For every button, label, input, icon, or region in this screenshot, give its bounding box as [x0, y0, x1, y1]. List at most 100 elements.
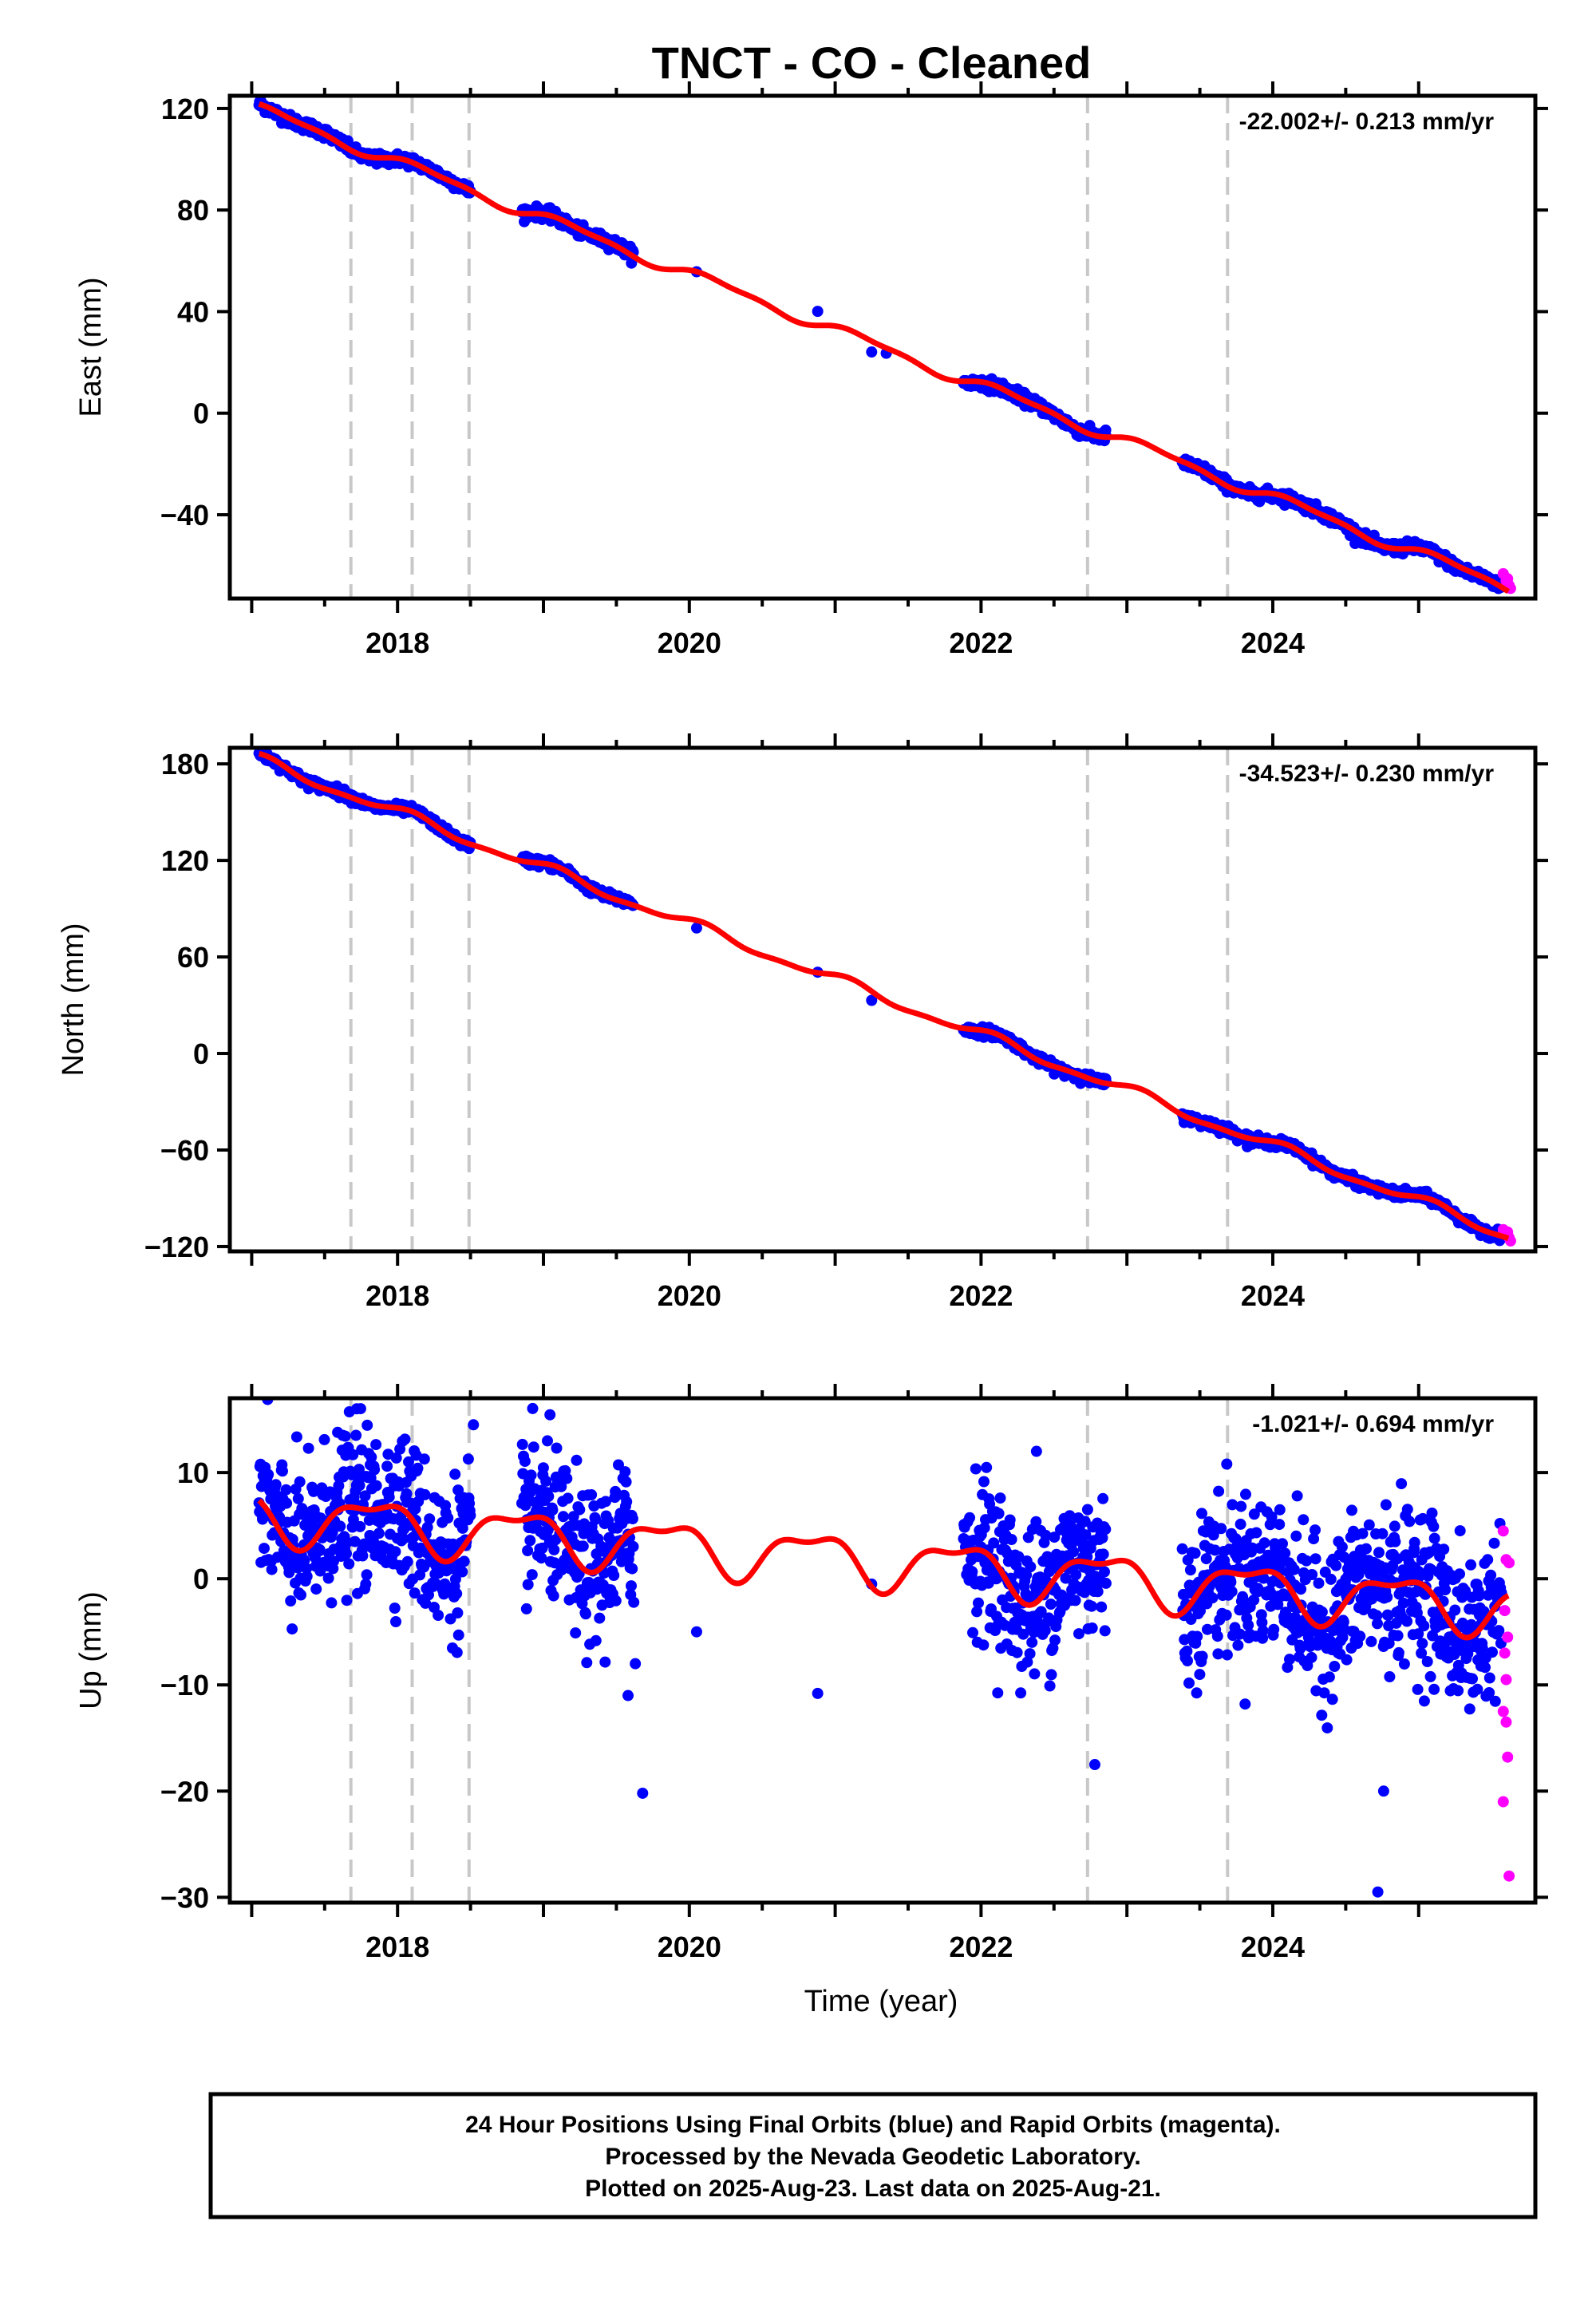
data-point [1454, 1525, 1466, 1537]
data-point [1373, 1547, 1385, 1559]
data-point [292, 1492, 304, 1504]
x-tick-label: 2018 [365, 626, 429, 659]
velocity-label: -1.021+/- 0.694 mm/yr [1252, 1411, 1494, 1437]
data-point [1274, 1504, 1286, 1516]
data-point [1240, 1488, 1251, 1500]
data-point [690, 1626, 702, 1638]
data-point [1100, 1524, 1112, 1535]
footer-line-2: Processed by the Nevada Geodetic Laborat… [605, 2144, 1140, 2170]
data-point [326, 1597, 338, 1609]
data-point [1389, 1535, 1401, 1547]
data-point [1336, 1541, 1348, 1553]
data-point [1049, 1634, 1061, 1646]
data-point [1239, 1698, 1251, 1710]
data-point [302, 1442, 314, 1454]
data-point [1341, 1654, 1353, 1666]
data-point [381, 1460, 393, 1472]
data-point [1081, 1504, 1093, 1516]
data-point [964, 1512, 976, 1524]
x-tick-label: 2024 [1241, 1931, 1305, 1963]
data-point [978, 1476, 990, 1488]
data-point [1464, 1703, 1476, 1715]
data-point [1011, 1646, 1023, 1658]
data-point [1183, 1677, 1195, 1689]
data-point [468, 1419, 480, 1431]
data-point [1200, 1553, 1212, 1565]
data-point [1372, 1886, 1384, 1898]
plot-frame [227, 93, 1538, 601]
data-point [1313, 1577, 1325, 1589]
data-point [1226, 1586, 1238, 1598]
data-point [1361, 1543, 1372, 1555]
data-point [622, 1690, 634, 1701]
data-point [981, 1461, 993, 1473]
data-point [1428, 1683, 1440, 1695]
data-point [1291, 1490, 1303, 1502]
rapid-point [1500, 1674, 1512, 1686]
data-point [1428, 1520, 1440, 1532]
x-tick-label: 2020 [658, 1279, 721, 1312]
data-point [1454, 1568, 1465, 1580]
data-point [318, 1433, 330, 1445]
x-tick-label: 2018 [365, 1279, 429, 1312]
data-point [1005, 1534, 1017, 1545]
y-tick-label: −40 [160, 499, 209, 532]
data-point [1465, 1559, 1477, 1571]
data-point [537, 1462, 549, 1474]
data-point [1365, 1635, 1377, 1647]
rapid-point [1502, 1751, 1514, 1763]
data-point [1069, 1595, 1081, 1607]
data-point [562, 1492, 574, 1504]
data-point [1211, 1630, 1223, 1642]
data-point [544, 1409, 556, 1421]
data-point [354, 1480, 365, 1492]
data-point [341, 1595, 353, 1607]
data-point [524, 1535, 536, 1547]
data-point [1346, 1504, 1357, 1516]
data-point [1030, 1445, 1042, 1457]
data-point [561, 1472, 573, 1484]
data-point [1088, 1759, 1100, 1771]
x-tick-label: 2020 [658, 626, 721, 659]
rapid-point [1503, 1557, 1515, 1569]
y-tick-label: 120 [161, 844, 209, 877]
data-point [343, 1558, 355, 1570]
data-point [527, 1441, 539, 1453]
panel-north: −120 −60 0 60 120 180 2018 2020 2022 2024 North (m… [57, 733, 1548, 1312]
data-point [1377, 1785, 1389, 1797]
data-point [548, 1543, 560, 1555]
rapid-point [1500, 1716, 1512, 1728]
data-point [599, 1656, 611, 1668]
data-point [630, 1658, 642, 1670]
footer-box: 24 Hour Positions Using Final Orbits (bl… [208, 2092, 1538, 2219]
data-point [992, 1687, 1004, 1699]
data-point [1279, 1547, 1291, 1559]
data-point [1235, 1518, 1246, 1530]
data-point [351, 1403, 363, 1415]
data-point [290, 1431, 302, 1443]
rapid-point [1499, 1605, 1511, 1617]
data-point [1097, 1492, 1109, 1504]
data-point [1440, 1584, 1452, 1595]
data-point [1099, 1625, 1111, 1637]
data-point [389, 1603, 401, 1614]
data-point [1380, 1499, 1392, 1511]
y-tick-label: −30 [160, 1881, 209, 1914]
data-point [586, 1489, 598, 1500]
data-point [1196, 1650, 1208, 1662]
data-point [390, 1616, 401, 1627]
data-point [322, 1572, 334, 1584]
data-point [1449, 1604, 1461, 1616]
rapid-point [1497, 1525, 1509, 1537]
data-point [1290, 1530, 1302, 1542]
data-point [1381, 1591, 1393, 1603]
data-point [570, 1627, 582, 1639]
data-point [280, 1484, 292, 1496]
data-point [1004, 1514, 1016, 1526]
data-point [577, 1540, 589, 1552]
data-point [1044, 1680, 1056, 1692]
data-point [1288, 1563, 1300, 1575]
data-point [1426, 1508, 1438, 1519]
data-point [594, 1612, 606, 1624]
x-axis-label: Time (year) [804, 1985, 958, 2018]
